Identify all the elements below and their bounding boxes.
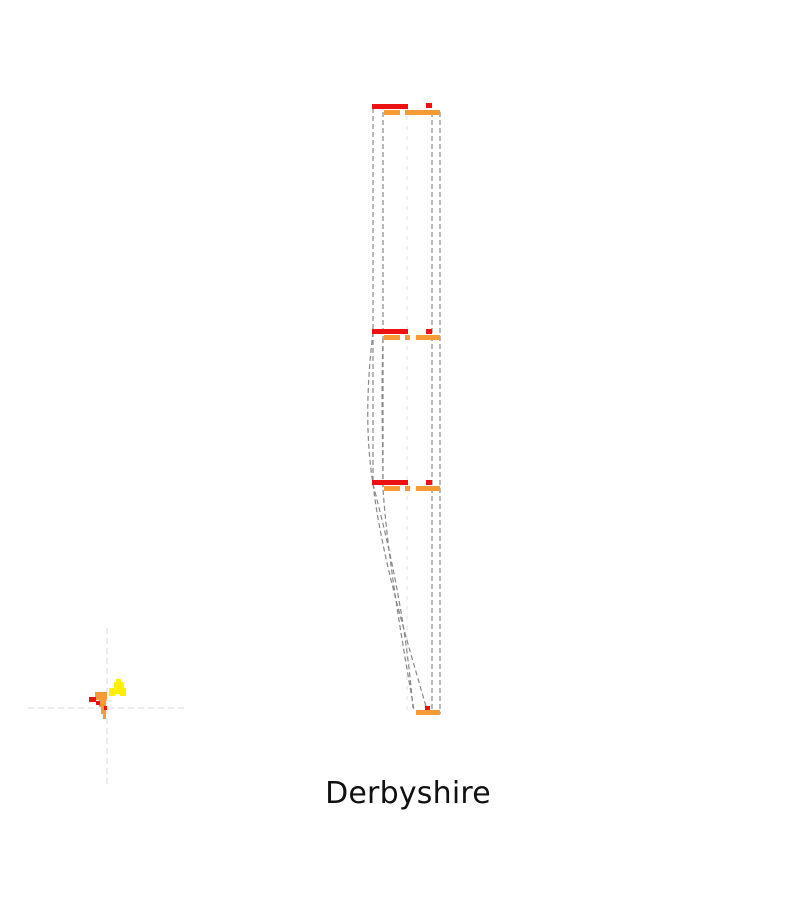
- converging-curve-inner: [381, 337, 415, 711]
- mini-red-1: [89, 697, 96, 702]
- main-diagram: [367, 103, 441, 716]
- level-lower: [372, 480, 440, 491]
- level-bottom: [416, 706, 440, 715]
- top-orange-left: [384, 110, 400, 115]
- middle-red-marker: [426, 329, 432, 334]
- bottom-red-marker: [425, 706, 430, 710]
- middle-red-bar: [372, 329, 408, 334]
- lower-red-marker: [426, 480, 432, 485]
- converging-curve-cross: [372, 483, 414, 709]
- mini-yellow-3: [120, 688, 126, 696]
- mini-yellow-1: [109, 688, 115, 696]
- level-top: [372, 103, 440, 115]
- mini-map: [28, 628, 188, 788]
- lower-orange-right: [416, 486, 440, 491]
- lower-red-bar: [372, 480, 408, 485]
- mini-orange-4: [103, 713, 106, 719]
- lower-orange-center: [405, 486, 410, 491]
- middle-orange-center: [405, 335, 410, 340]
- mini-yellow-2: [114, 682, 124, 694]
- level-middle: [372, 329, 440, 340]
- diagram-title: Derbyshire: [325, 776, 491, 811]
- top-orange-right: [405, 110, 440, 115]
- mini-yellow-4: [116, 679, 121, 683]
- top-red-marker: [426, 103, 432, 108]
- mini-orange-3: [101, 706, 106, 714]
- top-red-bar: [372, 104, 408, 109]
- lower-orange-left: [384, 486, 400, 491]
- mini-map-shape: [89, 679, 126, 719]
- middle-orange-left: [384, 335, 400, 340]
- mini-orange-2: [99, 699, 106, 707]
- converging-curve-outer: [367, 331, 428, 711]
- bottom-orange-bar: [416, 710, 440, 715]
- mini-red-3: [104, 706, 107, 710]
- mini-orange-1: [95, 692, 107, 700]
- middle-orange-right: [416, 335, 440, 340]
- mini-red-2: [96, 701, 100, 705]
